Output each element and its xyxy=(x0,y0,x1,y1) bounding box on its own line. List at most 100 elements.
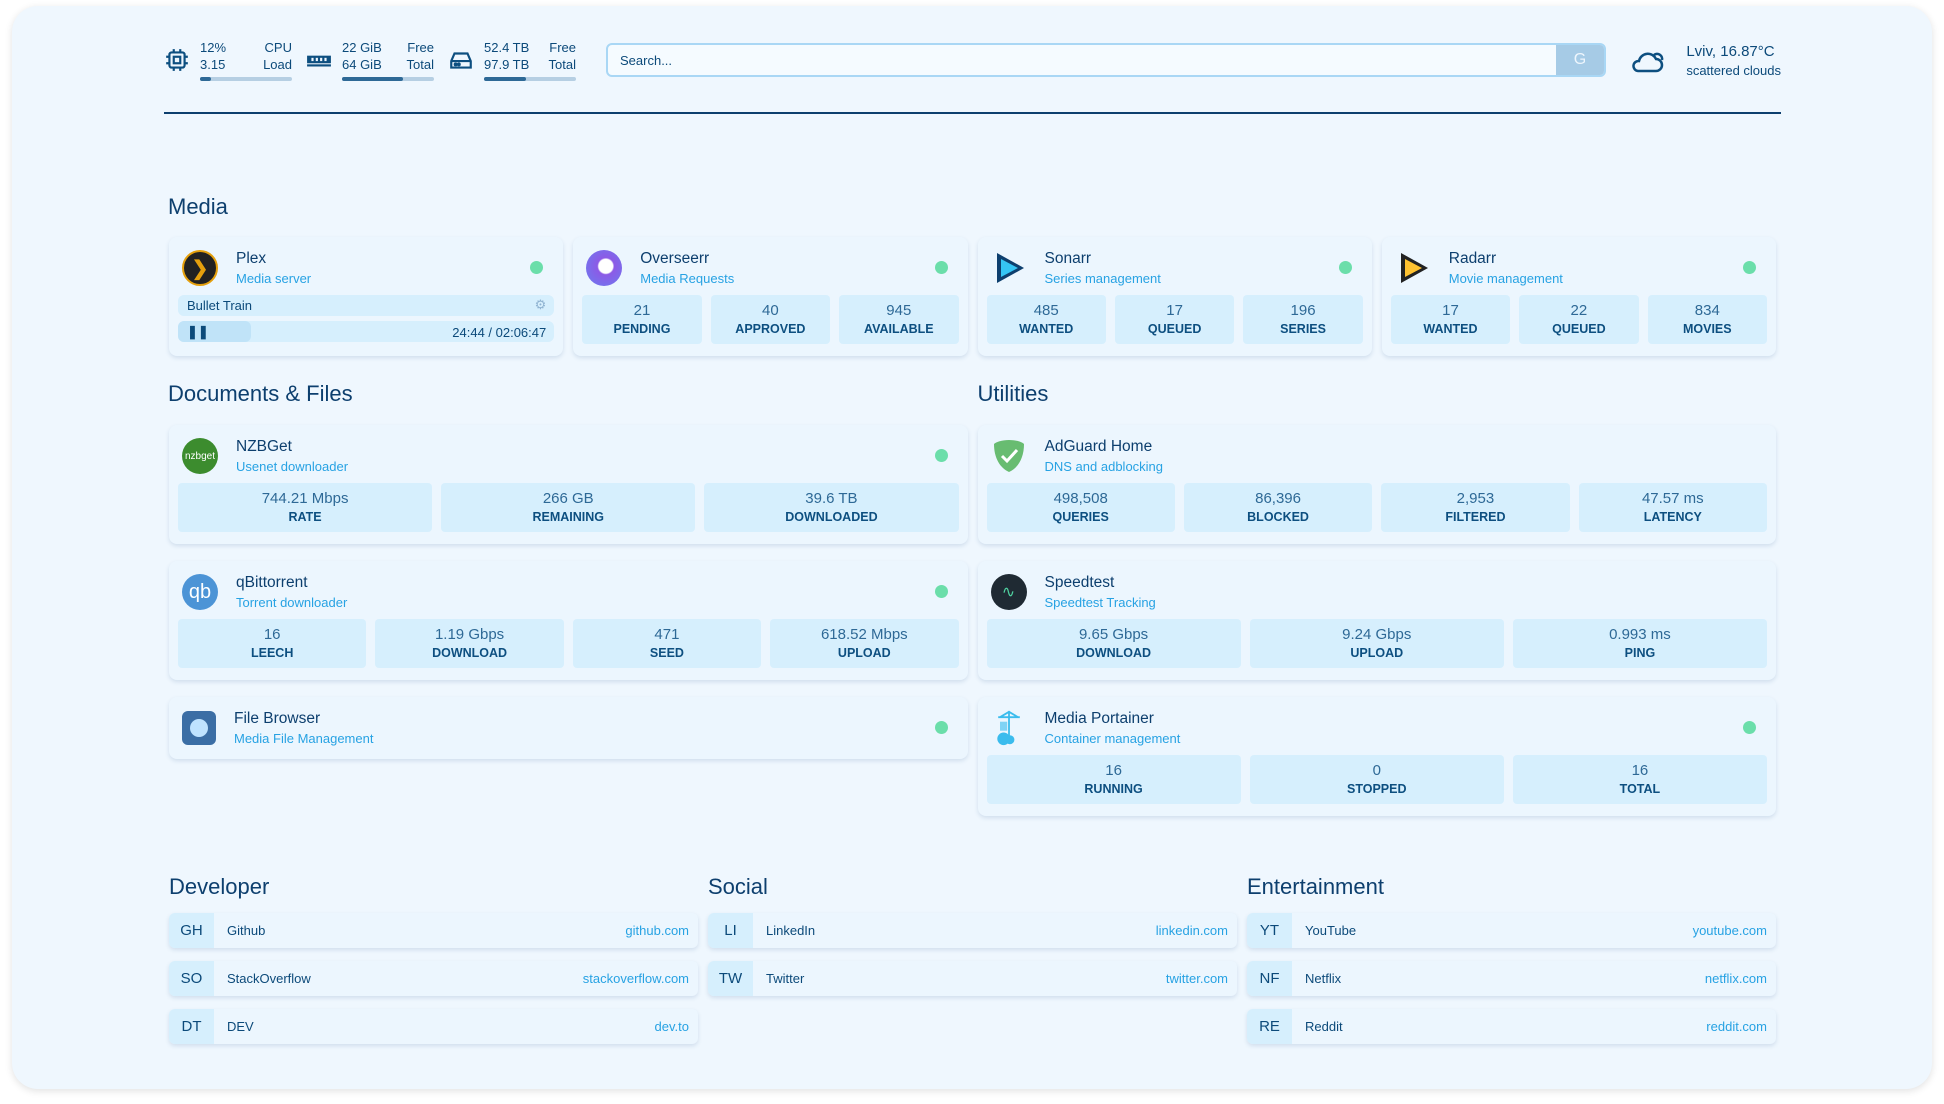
stat-remaining: 266 GB REMAINING xyxy=(441,483,696,532)
stat-download: 1.19 Gbps DOWNLOAD xyxy=(375,619,564,668)
card-subtitle: Torrent downloader xyxy=(236,595,348,610)
search-provider-button[interactable]: G xyxy=(1556,45,1604,75)
stat-label: DOWNLOAD xyxy=(432,646,508,660)
stat-value: 0.993 ms xyxy=(1609,626,1671,643)
stat-leech: 16 LEECH xyxy=(178,619,367,668)
adguard-card[interactable]: AdGuard Home DNS and adblocking 498,508 QU… xyxy=(977,425,1776,544)
overseerr-card[interactable]: Overseerr Media Requests 21 PENDING 40 APPRO… xyxy=(573,237,968,356)
speedtest-card[interactable]: ∿ Speedtest Speedtest Tracking 9.65 Gbps DO… xyxy=(977,561,1776,680)
bookmark-name: DEV xyxy=(227,1019,254,1034)
stat-label: UPLOAD xyxy=(837,646,891,660)
bookmark-url[interactable]: linkedin.com xyxy=(1155,923,1228,938)
bookmark-url[interactable]: dev.to xyxy=(654,1019,689,1034)
playback-progress[interactable]: ❚❚ 24:44 / 02:06:47 xyxy=(178,321,555,342)
status-dot xyxy=(934,261,948,274)
stat-queries: 498,508 QUERIES xyxy=(986,483,1175,532)
stat-value: 17 xyxy=(1442,302,1459,319)
stat-label: SEED xyxy=(649,646,684,660)
status-dot xyxy=(934,721,948,734)
stat-total: 16 TOTAL xyxy=(1512,755,1768,804)
stat-value: 9.24 Gbps xyxy=(1342,626,1412,643)
stat-label: REMAINING xyxy=(532,510,605,524)
stats-row: 17 WANTED 22 QUEUED 834 MOVIES xyxy=(1390,295,1768,344)
stats-row: 744.21 Mbps RATE 266 GB REMAINING 39.6 TB DOW… xyxy=(178,483,959,532)
section-title-docs: Documents & Files xyxy=(168,381,353,406)
stat-filtered: 2,953 FILTERED xyxy=(1381,483,1570,532)
status-dot xyxy=(1743,721,1756,734)
pause-icon[interactable]: ❚❚ xyxy=(187,324,209,339)
disk-total: 97.9 TB xyxy=(484,57,530,72)
bookmark-stackoverflow[interactable]: SO StackOverflow stackoverflow.com xyxy=(169,961,698,996)
stats-row: 21 PENDING 40 APPROVED 945 AVAILABLE xyxy=(582,295,959,344)
bookmark-name: LinkedIn xyxy=(766,923,816,938)
bookmark-url[interactable]: github.com xyxy=(625,923,689,938)
media-cards: ❯ Plex Media server Bullet Train ⚙ ❚❚ 24:44 … xyxy=(169,237,1776,356)
radarr-card[interactable]: Radarr Movie management 17 WANTED 22 QUEUED 8… xyxy=(1381,237,1776,356)
search-input[interactable]: Search... G xyxy=(606,43,1606,77)
bookmark-name: Twitter xyxy=(766,971,805,986)
card-subtitle: Media Requests xyxy=(640,271,735,286)
sonarr-logo-icon xyxy=(996,253,1024,283)
section-title: Social xyxy=(708,874,768,899)
stat-value: 16 xyxy=(1631,762,1649,779)
bookmark-reddit[interactable]: RE Reddit reddit.com xyxy=(1247,1009,1776,1044)
bookmark-name: StackOverflow xyxy=(227,971,311,986)
file-browser-logo-icon xyxy=(182,711,216,745)
card-subtitle: Media File Management xyxy=(234,731,374,746)
nzbget-card[interactable]: nzbget NZBGet Usenet downloader 744.21 Mbp… xyxy=(169,425,968,544)
bookmark-linkedin[interactable]: LI LinkedIn linkedin.com xyxy=(708,913,1237,948)
section-title: Entertainment xyxy=(1247,874,1384,899)
stat-wanted: 17 WANTED xyxy=(1390,295,1511,344)
bookmark-group-social: Social LI LinkedIn linkedin.com TW Twitter twi… xyxy=(708,874,1237,1057)
portainer-card[interactable]: Media Portainer Container management 16 RU… xyxy=(977,697,1776,816)
now-playing-title: Bullet Train xyxy=(187,298,253,313)
stat-approved: 40 APPROVED xyxy=(710,295,831,344)
bookmark-youtube[interactable]: YT YouTube youtube.com xyxy=(1247,913,1776,948)
stat-label: STOPPED xyxy=(1347,782,1407,796)
stat-value: 21 xyxy=(633,302,651,319)
bookmark-url[interactable]: reddit.com xyxy=(1706,1019,1767,1034)
bookmark-dev[interactable]: DT DEV dev.to xyxy=(169,1009,698,1044)
card-title: Sonarr xyxy=(1044,250,1092,267)
stat-value: 16 xyxy=(263,626,281,643)
search-placeholder: Search... xyxy=(620,52,673,68)
qbittorrent-card[interactable]: qb qBittorrent Torrent downloader 16 LEECH 1… xyxy=(169,561,968,680)
bookmark-twitter[interactable]: TW Twitter twitter.com xyxy=(708,961,1237,996)
docs-column: Documents & Files nzbget NZBGet Usenet dow… xyxy=(168,381,968,816)
cpu-load: 3.15 xyxy=(200,57,226,72)
bookmark-url[interactable]: netflix.com xyxy=(1704,971,1767,986)
stat-latency: 47.57 ms LATENCY xyxy=(1578,483,1767,532)
bookmark-github[interactable]: GH Github github.com xyxy=(169,913,698,948)
bookmark-name: YouTube xyxy=(1305,923,1357,938)
bookmark-netflix[interactable]: NF Netflix netflix.com xyxy=(1247,961,1776,996)
stat-value: 17 xyxy=(1166,302,1183,319)
bookmark-url[interactable]: youtube.com xyxy=(1692,923,1767,938)
stat-label: RATE xyxy=(288,510,322,524)
stat-label: WANTED xyxy=(1019,322,1074,336)
total-label: Total xyxy=(406,57,434,72)
settings-icon[interactable]: ⚙ xyxy=(534,297,547,312)
sonarr-card[interactable]: Sonarr Series management 485 WANTED 17 QUEUE… xyxy=(977,237,1372,356)
free-label: Free xyxy=(407,40,434,55)
load-label: Load xyxy=(263,57,292,72)
stat-value: 744.21 Mbps xyxy=(261,490,349,507)
plex-card[interactable]: ❯ Plex Media server Bullet Train ⚙ ❚❚ 24:44 … xyxy=(169,237,564,356)
overseerr-logo-icon xyxy=(586,250,623,286)
cpu-label: CPU xyxy=(264,40,292,55)
cloud-sun-icon xyxy=(1632,52,1664,73)
cpu-icon xyxy=(166,49,188,71)
bookmark-url[interactable]: stackoverflow.com xyxy=(582,971,689,986)
card-subtitle: Usenet downloader xyxy=(236,459,349,474)
card-title: NZBGet xyxy=(236,438,292,455)
stat-value: 39.6 TB xyxy=(805,490,858,507)
stat-value: 47.57 ms xyxy=(1641,490,1704,507)
stat-value: 498,508 xyxy=(1053,490,1108,507)
card-subtitle: Media server xyxy=(236,271,312,286)
stat-value: 485 xyxy=(1033,302,1059,319)
file-browser-card[interactable]: File Browser Media File Management xyxy=(169,697,968,759)
qbittorrent-logo-icon: qb xyxy=(182,574,218,610)
speedtest-logo-icon: ∿ xyxy=(990,574,1027,610)
stat-stopped: 0 STOPPED xyxy=(1249,755,1504,804)
bookmark-url[interactable]: twitter.com xyxy=(1165,971,1228,986)
card-title: File Browser xyxy=(234,710,321,727)
